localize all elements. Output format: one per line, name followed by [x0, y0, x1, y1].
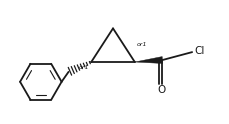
Text: or1: or1: [137, 42, 147, 47]
Text: O: O: [158, 85, 166, 95]
Text: or1: or1: [79, 65, 89, 70]
Text: Cl: Cl: [194, 46, 204, 56]
Polygon shape: [135, 57, 163, 63]
